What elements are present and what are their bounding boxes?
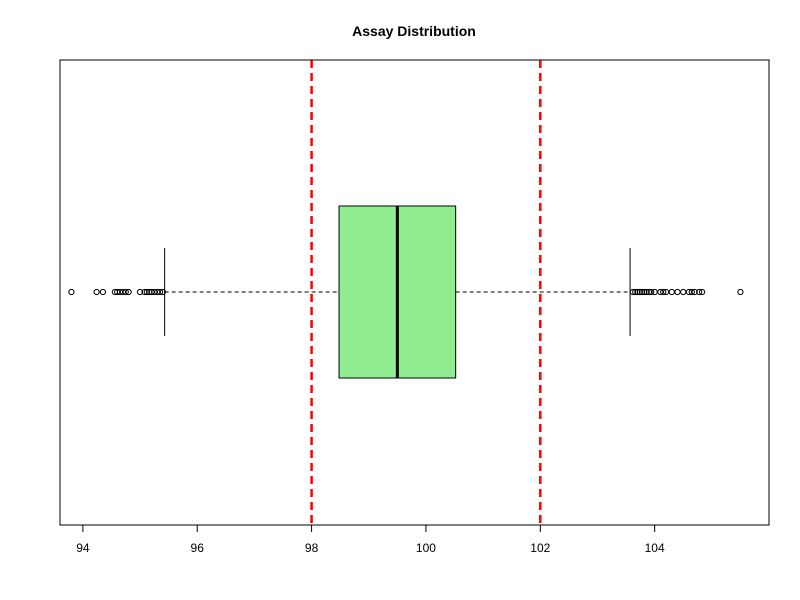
outlier-point	[660, 288, 667, 296]
plot-frame	[59, 59, 770, 526]
outlier-point	[114, 288, 121, 296]
chart-title: Assay Distribution	[352, 23, 476, 39]
outlier-point	[643, 288, 650, 296]
outlier-point	[148, 288, 155, 296]
x-tick-label: 104	[645, 541, 665, 555]
outlier-point	[699, 288, 706, 296]
outlier-point	[122, 288, 129, 296]
outlier-point	[629, 288, 637, 296]
x-tick-label: 94	[76, 541, 90, 555]
outlier-point	[119, 288, 126, 296]
outlier-point	[143, 288, 151, 296]
outlier-point	[154, 288, 161, 296]
outlier-point	[657, 288, 664, 296]
outlier-point	[645, 288, 653, 296]
outlier-point	[651, 288, 658, 296]
x-tick-label: 102	[530, 541, 550, 555]
outlier-point	[156, 288, 164, 296]
outlier-point	[116, 288, 124, 296]
outlier-point	[737, 288, 744, 296]
x-tick-label: 96	[191, 541, 205, 555]
outlier-point	[93, 288, 100, 296]
outlier-point	[685, 288, 693, 296]
outlier-point	[648, 288, 655, 296]
outlier-point	[696, 288, 703, 296]
outlier-point	[688, 288, 695, 296]
outlier-point	[691, 288, 698, 296]
outlier-point	[136, 288, 144, 296]
outlier-point	[159, 288, 167, 296]
outlier-point	[636, 288, 643, 296]
outlier-point	[638, 288, 646, 296]
outlier-point	[674, 288, 681, 296]
outlier-point	[680, 288, 687, 296]
outlier-point	[151, 288, 158, 296]
outlier-point	[99, 288, 106, 296]
x-tick-label: 100	[416, 541, 436, 555]
outlier-point	[632, 288, 639, 296]
outlier-point	[125, 288, 132, 296]
outlier-point	[662, 288, 670, 296]
outlier-point	[668, 288, 675, 296]
outlier-point	[141, 288, 148, 296]
outlier-point	[68, 288, 75, 296]
outlier-point	[641, 288, 648, 296]
x-tick-label: 98	[305, 541, 319, 555]
outlier-point	[634, 288, 641, 296]
